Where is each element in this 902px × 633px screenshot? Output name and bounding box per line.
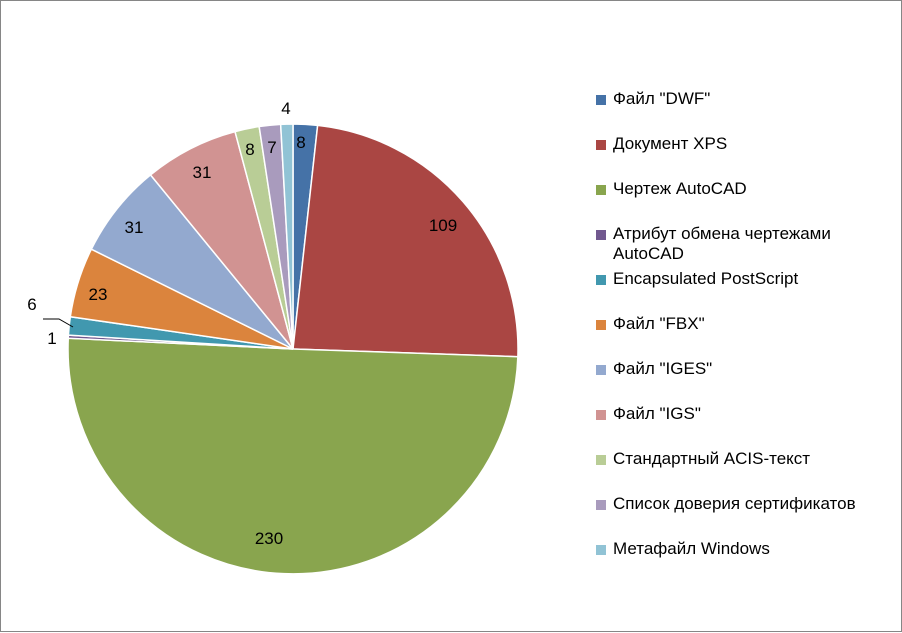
data-label: 31 — [193, 163, 212, 182]
legend-item: Стандартный ACIS-текст — [596, 449, 893, 469]
legend-item: Файл "IGS" — [596, 404, 893, 424]
legend-item: Список доверия сертификатов — [596, 494, 893, 514]
legend-label: Стандартный ACIS-текст — [613, 449, 811, 468]
legend-item: Encapsulated PostScript — [596, 269, 893, 289]
data-label: 1 — [47, 329, 56, 348]
data-label: 7 — [267, 138, 276, 157]
data-label: 6 — [27, 295, 36, 314]
legend-swatch — [596, 500, 606, 510]
legend-label: Encapsulated PostScript — [613, 269, 799, 288]
legend-swatch — [596, 365, 606, 375]
legend-label: Документ XPS — [613, 134, 728, 153]
pie-slice — [279, 123, 294, 350]
data-label: 23 — [89, 285, 108, 304]
leader-line — [43, 318, 74, 328]
pie-slice — [292, 124, 519, 358]
legend-label: Метафайл Windows — [613, 539, 770, 558]
legend-label: Файл "DWF" — [613, 89, 711, 108]
legend-swatch — [596, 320, 606, 330]
legend-label: Чертеж AutoCAD — [613, 179, 747, 198]
legend-swatch — [596, 455, 606, 465]
legend-item: Файл "FBX" — [596, 314, 893, 334]
legend-item: Чертеж AutoCAD — [596, 179, 893, 199]
legend-swatch — [596, 545, 606, 555]
legend-label: Файл "IGES" — [613, 359, 713, 378]
data-label: 4 — [281, 99, 290, 118]
data-label: 230 — [255, 529, 283, 548]
data-label: 8 — [245, 140, 254, 159]
pie-slice — [67, 337, 519, 575]
legend-swatch — [596, 410, 606, 420]
legend-label: Список доверия сертификатов — [613, 494, 856, 513]
legend-swatch — [596, 95, 606, 105]
legend-label: Файл "FBX" — [613, 314, 705, 333]
data-label: 31 — [125, 218, 144, 237]
legend-label: Атрибут обмена чертежами AutoCAD — [613, 224, 831, 263]
legend-label: Файл "IGS" — [613, 404, 701, 423]
legend-swatch — [596, 185, 606, 195]
legend-swatch — [596, 230, 606, 240]
legend-item: Документ XPS — [596, 134, 893, 154]
legend-item: Файл "IGES" — [596, 359, 893, 379]
data-label: 109 — [429, 216, 457, 235]
legend-item: Метафайл Windows — [596, 539, 893, 559]
legend-swatch — [596, 275, 606, 285]
legend-swatch — [596, 140, 606, 150]
legend-item: Атрибут обмена чертежами AutoCAD — [596, 224, 893, 264]
legend-item: Файл "DWF" — [596, 89, 893, 109]
data-label: 8 — [296, 133, 305, 152]
